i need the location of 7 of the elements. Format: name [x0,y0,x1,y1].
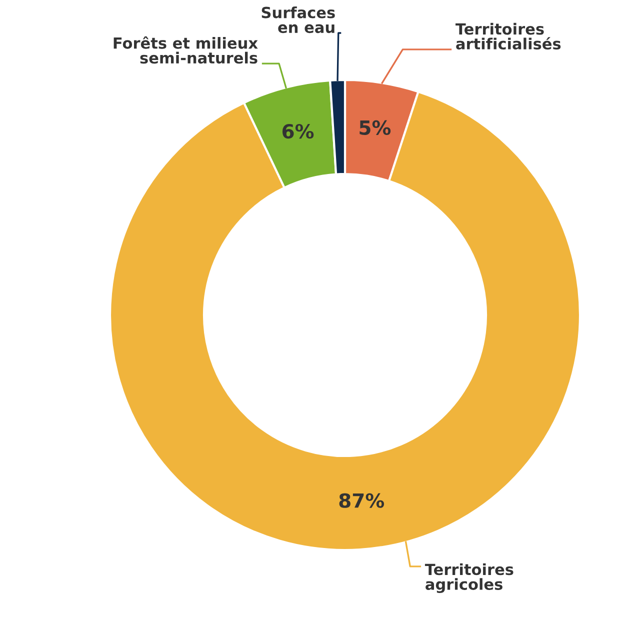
data-label: 87% [339,493,384,508]
slice-label: Territoires agricoles [424,563,514,594]
slice-label: Surfaces en eau [262,6,335,34]
slice-label: Forêts et milieux semi-naturels [114,36,258,64]
slice-label: Territoires artificialisés [456,22,561,50]
data-label: 6% [282,124,314,139]
data-label: 5% [360,120,391,136]
